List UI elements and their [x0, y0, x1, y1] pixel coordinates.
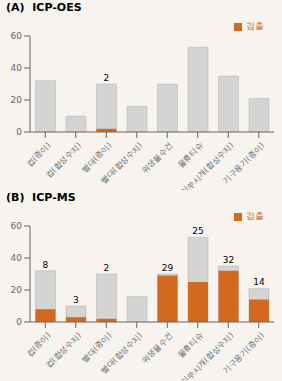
svg-text:물휴티슈: 물휴티슈 — [176, 141, 205, 170]
html-text:(A) ICP-OES: (A) ICP-OES — [6, 1, 82, 14]
svg-text:빨대(합성수지): 빨대(합성수지) — [99, 331, 144, 376]
html-text:검출: 검출 — [246, 211, 264, 221]
svg-text:컵(종이): 컵(종이) — [25, 331, 53, 359]
svg-text:2: 2 — [104, 263, 110, 273]
svg-text:위생물수건: 위생물수건 — [140, 331, 175, 366]
svg-text:32: 32 — [223, 255, 234, 265]
svg-text:60: 60 — [11, 31, 23, 41]
svg-text:기구용기(종이): 기구용기(종이) — [221, 141, 266, 186]
svg-text:40: 40 — [11, 253, 23, 263]
svg-text:2: 2 — [104, 73, 110, 83]
svg-text:20: 20 — [11, 285, 23, 295]
svg-text:25: 25 — [192, 226, 203, 236]
svg-text:빨대(종이): 빨대(종이) — [79, 330, 114, 365]
svg-text:29: 29 — [162, 263, 174, 273]
svg-text:20: 20 — [11, 95, 23, 105]
svg-text:0: 0 — [16, 127, 22, 137]
svg-text:컵(합성수지): 컵(합성수지) — [44, 331, 83, 370]
svg-text:3: 3 — [73, 295, 79, 305]
svg-text:컵(종이): 컵(종이) — [25, 141, 53, 169]
svg-text:빨대(종이): 빨대(종이) — [79, 140, 114, 175]
svg-text:기구용기(종이): 기구용기(종이) — [221, 331, 266, 376]
svg-text:14: 14 — [253, 277, 265, 287]
svg-text:8: 8 — [43, 260, 49, 270]
svg-text:컵(합성수지): 컵(합성수지) — [44, 141, 83, 180]
html-text:(B) ICP-MS: (B) ICP-MS — [6, 191, 76, 204]
html-text:검출: 검출 — [246, 21, 264, 31]
svg-text:0: 0 — [16, 317, 22, 327]
svg-text:40: 40 — [11, 63, 23, 73]
svg-text:60: 60 — [11, 221, 23, 231]
svg-text:빨대(합성수지): 빨대(합성수지) — [99, 141, 144, 186]
svg-text:물휴티슈: 물휴티슈 — [176, 331, 205, 360]
svg-text:위생물수건: 위생물수건 — [140, 141, 175, 176]
